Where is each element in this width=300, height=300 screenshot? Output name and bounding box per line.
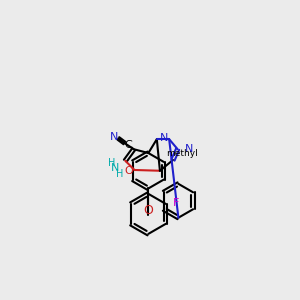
Text: N: N <box>111 164 119 173</box>
Text: C: C <box>124 140 132 150</box>
Text: methyl: methyl <box>167 149 198 158</box>
Text: O: O <box>124 166 133 176</box>
Text: O: O <box>143 203 153 217</box>
Text: N: N <box>110 132 118 142</box>
Text: H: H <box>108 158 115 168</box>
Text: N: N <box>160 133 169 142</box>
Text: F: F <box>172 198 179 208</box>
Text: N: N <box>184 144 193 154</box>
Text: H: H <box>116 169 124 179</box>
